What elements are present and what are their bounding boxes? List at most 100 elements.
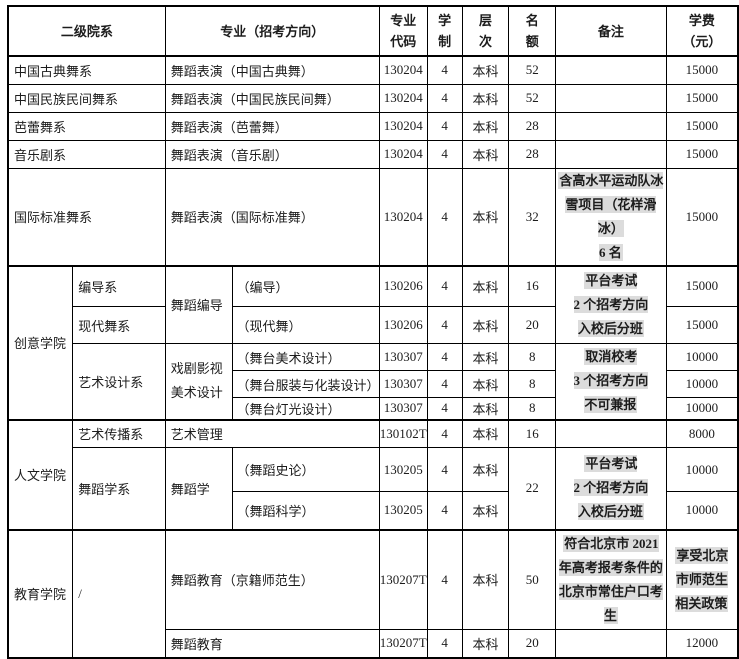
major-group-cell: 舞蹈编导 bbox=[164, 264, 234, 344]
remark-highlight-text: 平台考试 2 个招考方向 入校后分班 bbox=[573, 271, 649, 337]
code-cell: 130204 bbox=[378, 83, 428, 113]
remark-cell bbox=[555, 55, 667, 85]
tuition-cell: 10000 bbox=[665, 343, 739, 371]
header-tuition: 学费 （元） bbox=[665, 5, 739, 57]
level-cell: 本科 bbox=[461, 397, 510, 420]
remark-highlight-text: 含高水平运动队冰 雪项目（花样滑冰） 6 名 bbox=[558, 171, 664, 261]
header-level: 层 次 bbox=[461, 5, 510, 57]
major-cell: 艺术管理 bbox=[164, 418, 380, 448]
level-cell: 本科 bbox=[461, 111, 510, 141]
quota-cell: 50 bbox=[508, 528, 557, 630]
duration-cell: 4 bbox=[426, 55, 463, 85]
tuition-cell: 12000 bbox=[665, 629, 739, 658]
table-row: （舞台服装与化装设计） 130307 4 本科 8 10000 bbox=[8, 370, 739, 398]
major-group-cell: 戏剧影视 美术设计 bbox=[164, 343, 234, 420]
tuition-cell: 10000 bbox=[665, 397, 739, 420]
tuition-cell: 15000 bbox=[665, 111, 739, 141]
table-row: （舞台灯光设计） 130307 4 本科 8 10000 bbox=[8, 397, 739, 420]
level-cell: 本科 bbox=[461, 139, 510, 169]
remark-highlight-text: 取消校考 3 个招考方向 不可兼报 bbox=[573, 348, 649, 414]
level-cell: 本科 bbox=[461, 491, 510, 530]
table-row: 芭蕾舞系 舞蹈表演（芭蕾舞） 130204 4 本科 28 15000 bbox=[7, 111, 739, 141]
major-cell: 舞蹈表演（音乐剧） bbox=[164, 139, 380, 169]
level-cell: 本科 bbox=[461, 83, 510, 113]
college-cell: 创意学院 bbox=[7, 264, 74, 420]
quota-cell: 16 bbox=[508, 264, 557, 307]
major-cell: 舞蹈表演（中国民族民间舞） bbox=[164, 83, 380, 113]
code-cell: 130204 bbox=[378, 111, 428, 141]
table-row: 国际标准舞系 舞蹈表演（国际标准舞） 130204 4 本科 32 含高水平运动… bbox=[7, 167, 739, 266]
code-cell: 130204 bbox=[378, 167, 428, 266]
duration-cell: 4 bbox=[426, 447, 463, 492]
header-quota: 名 额 bbox=[508, 5, 557, 57]
tuition-cell: 10000 bbox=[665, 447, 739, 492]
code-cell: 130102T bbox=[378, 418, 428, 448]
direction-cell: （舞台美术设计） bbox=[232, 343, 380, 371]
direction-cell: （编导） bbox=[232, 264, 380, 307]
quota-cell: 28 bbox=[508, 111, 557, 141]
quota-cell: 52 bbox=[508, 83, 557, 113]
level-cell: 本科 bbox=[461, 306, 510, 344]
department-cell: 中国古典舞系 bbox=[7, 55, 166, 85]
code-cell: 130206 bbox=[378, 306, 428, 344]
code-cell: 130307 bbox=[378, 343, 428, 371]
remark-cell bbox=[555, 111, 667, 141]
major-group-cell: 舞蹈学 bbox=[164, 447, 234, 530]
code-cell: 130307 bbox=[378, 370, 428, 398]
code-cell: 130204 bbox=[378, 55, 428, 85]
remark-cell bbox=[555, 83, 667, 113]
quota-cell: 8 bbox=[508, 370, 557, 398]
code-cell: 130206 bbox=[378, 264, 428, 307]
tuition-cell: 10000 bbox=[665, 370, 739, 398]
duration-cell: 4 bbox=[426, 111, 463, 141]
header-row: 二级院系 专业（招考方向） 专业 代码 学 制 层 次 名 额 备注 学费 （元… bbox=[7, 5, 739, 57]
code-cell: 130204 bbox=[378, 139, 428, 169]
quota-cell: 16 bbox=[508, 418, 557, 448]
major-cell: 舞蹈表演（中国古典舞） bbox=[164, 55, 380, 85]
code-cell: 130207T bbox=[378, 629, 428, 658]
direction-cell: （现代舞） bbox=[232, 306, 380, 344]
duration-cell: 4 bbox=[426, 418, 463, 448]
duration-cell: 4 bbox=[426, 139, 463, 169]
duration-cell: 4 bbox=[426, 264, 463, 307]
remark-highlight-text: 符合北京市 2021 年高考报考条件的 北京市常住户口考 生 bbox=[558, 534, 663, 624]
table-row: 舞蹈学系 舞蹈学 （舞蹈史论） 130205 4 本科 22 平台考试 2 个招… bbox=[8, 447, 739, 530]
direction-cell: （舞蹈科学） bbox=[232, 491, 380, 530]
level-cell: 本科 bbox=[461, 629, 510, 658]
table-row: 人文学院 艺术传播系 艺术管理 130102T 4 本科 16 8000 bbox=[7, 418, 739, 530]
level-cell: 本科 bbox=[461, 167, 510, 266]
header-department: 二级院系 bbox=[7, 5, 166, 57]
quota-cell: 32 bbox=[508, 167, 557, 266]
department-cell: 编导系 bbox=[72, 264, 166, 307]
duration-cell: 4 bbox=[426, 629, 463, 658]
remark-cell: 取消校考 3 个招考方向 不可兼报 bbox=[555, 343, 667, 420]
remark-cell: 平台考试 2 个招考方向 入校后分班 bbox=[555, 447, 667, 530]
major-cell: 舞蹈表演（芭蕾舞） bbox=[164, 111, 380, 141]
table-row: 音乐剧系 舞蹈表演（音乐剧） 130204 4 本科 28 15000 bbox=[7, 139, 739, 169]
table-row: 创意学院 编导系 舞蹈编导 （编导） 130206 4 本科 16 平台考试 2… bbox=[7, 264, 739, 420]
quota-cell: 52 bbox=[508, 55, 557, 85]
admissions-table: 二级院系 专业（招考方向） 专业 代码 学 制 层 次 名 额 备注 学费 （元… bbox=[7, 5, 739, 659]
college-cell: 人文学院 bbox=[7, 418, 74, 530]
quota-cell: 8 bbox=[508, 343, 557, 371]
major-cell: 舞蹈教育 bbox=[164, 629, 380, 658]
tuition-cell: 15000 bbox=[665, 167, 739, 266]
tuition-cell: 15000 bbox=[665, 55, 739, 85]
duration-cell: 4 bbox=[426, 306, 463, 344]
duration-cell: 4 bbox=[426, 343, 463, 371]
header-remark: 备注 bbox=[555, 5, 667, 57]
department-cell: 艺术设计系 bbox=[72, 343, 166, 420]
quota-cell: 28 bbox=[508, 139, 557, 169]
duration-cell: 4 bbox=[426, 370, 463, 398]
direction-cell: （舞蹈史论） bbox=[232, 447, 380, 492]
major-cell: 舞蹈表演（国际标准舞） bbox=[164, 167, 380, 266]
quota-cell: 8 bbox=[508, 397, 557, 420]
code-cell: 130307 bbox=[378, 397, 428, 420]
tuition-cell: 15000 bbox=[665, 83, 739, 113]
header-major: 专业（招考方向） bbox=[164, 5, 380, 57]
header-duration: 学 制 bbox=[426, 5, 463, 57]
table-row: 现代舞系 （现代舞） 130206 4 本科 20 15000 bbox=[8, 306, 739, 344]
level-cell: 本科 bbox=[461, 264, 510, 307]
code-cell: 130207T bbox=[378, 528, 428, 630]
tuition-note-highlight-text: 享受北京 市师范生 相关政策 bbox=[675, 546, 729, 612]
